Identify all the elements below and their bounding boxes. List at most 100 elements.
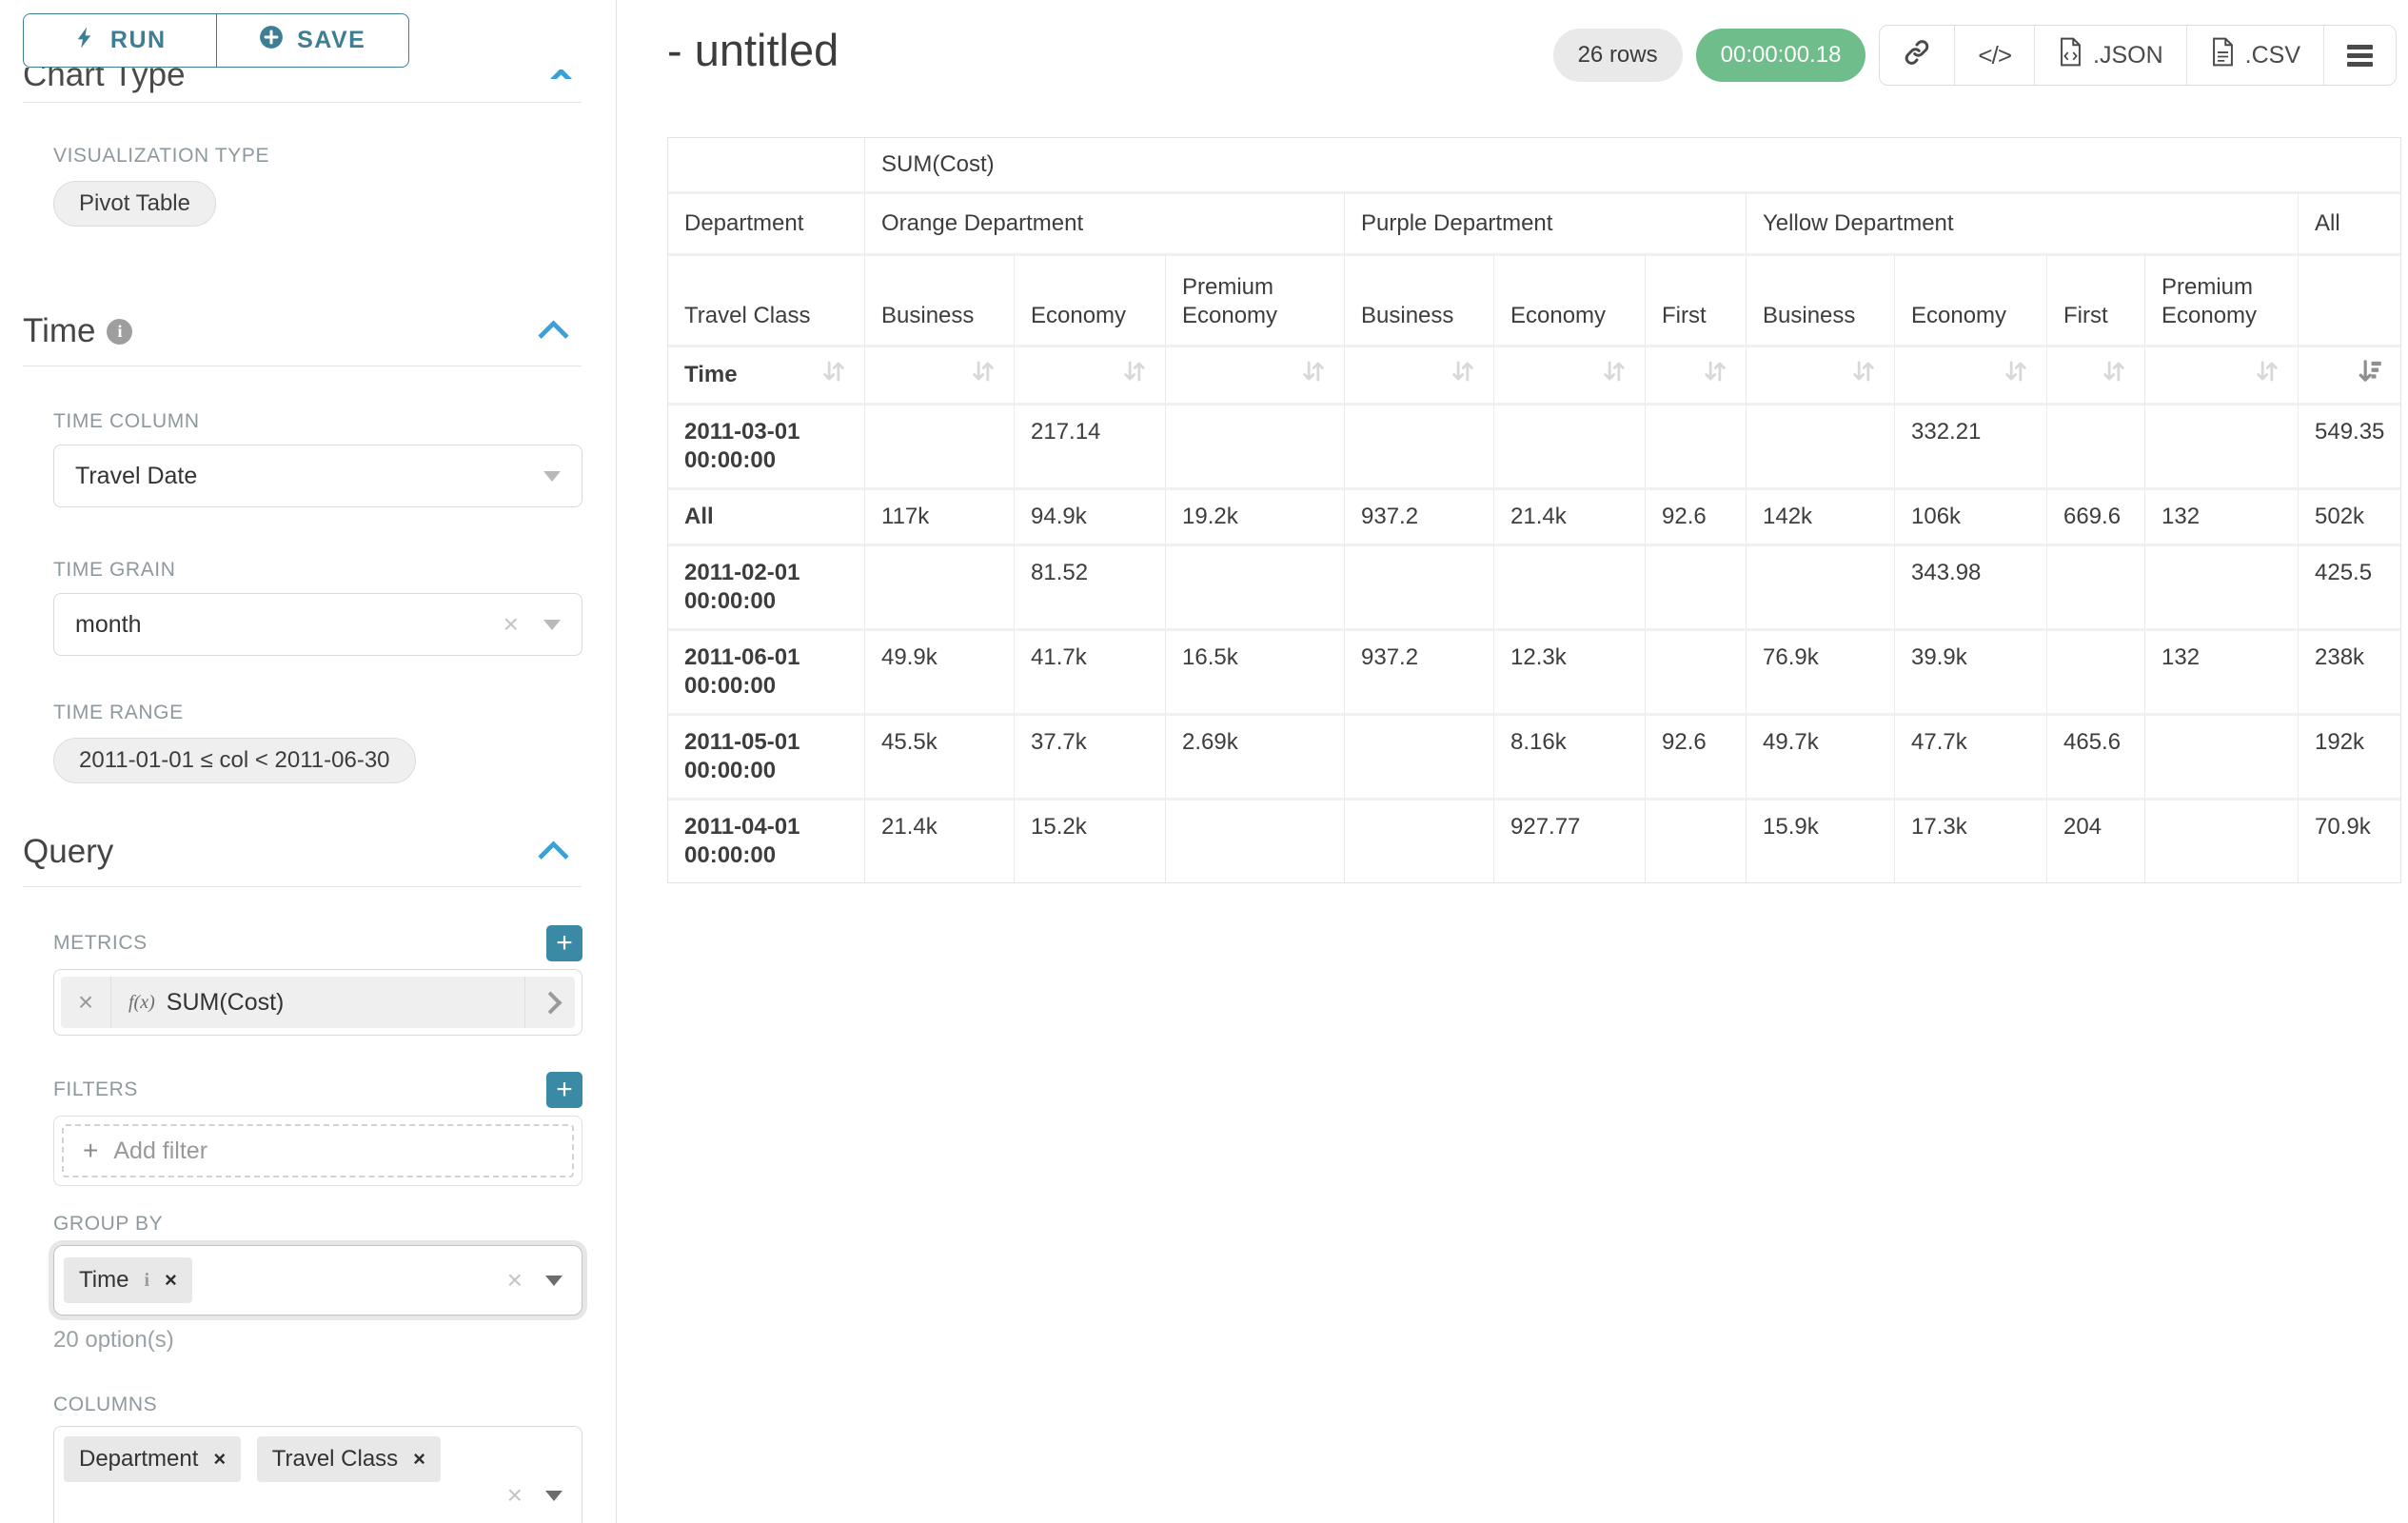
remove-metric-icon[interactable]: × xyxy=(61,977,111,1028)
add-filter-button[interactable]: + xyxy=(546,1072,582,1108)
department-group-header[interactable]: Orange Department xyxy=(865,191,1345,253)
department-group-header[interactable]: Yellow Department xyxy=(1747,191,2299,253)
chart-title[interactable]: - untitled xyxy=(667,25,839,75)
menu-button[interactable] xyxy=(2323,26,2396,85)
sort-header-cell[interactable] xyxy=(1494,345,1646,403)
add-filter-dropzone[interactable]: + Add filter xyxy=(62,1124,574,1177)
travel-class-header[interactable]: Economy xyxy=(1895,253,2047,345)
sort-desc-active-cell[interactable] xyxy=(2299,345,2401,403)
sort-icon[interactable] xyxy=(1120,357,1149,393)
add-metric-button[interactable]: + xyxy=(546,925,582,961)
time-range-field: TIME RANGE 2011-01-01 ≤ col < 2011-06-30 xyxy=(53,702,582,783)
sort-header-cell[interactable] xyxy=(865,345,1015,403)
value-cell: 2.69k xyxy=(1166,713,1345,798)
filters-field: FILTERS + + Add filter xyxy=(53,1072,582,1186)
sort-header-cell[interactable] xyxy=(1747,345,1895,403)
value-cell: 41.7k xyxy=(1015,628,1166,713)
visualization-type-value[interactable]: Pivot Table xyxy=(53,181,216,227)
remove-tag-icon[interactable]: × xyxy=(213,1447,227,1471)
sort-header-cell[interactable] xyxy=(2145,345,2299,403)
time-column-field: TIME COLUMN Travel Date xyxy=(53,410,582,507)
time-axis-header[interactable]: Time xyxy=(668,345,865,403)
time-range-label: TIME RANGE xyxy=(53,702,184,723)
travel-class-header[interactable]: First xyxy=(2047,253,2145,345)
sort-icon[interactable] xyxy=(2100,357,2128,393)
travel-class-header[interactable]: Economy xyxy=(1015,253,1166,345)
travel-class-header[interactable]: Business xyxy=(865,253,1015,345)
value-cell: 15.9k xyxy=(1747,798,1895,882)
sort-header-cell[interactable] xyxy=(2047,345,2145,403)
sort-header-cell[interactable] xyxy=(1895,345,2047,403)
time-grain-label: TIME GRAIN xyxy=(53,559,176,581)
expand-metric-button[interactable] xyxy=(524,977,575,1028)
export-csv-button[interactable]: .CSV xyxy=(2185,26,2323,85)
travel-class-header[interactable]: Business xyxy=(1345,253,1494,345)
sort-icon[interactable] xyxy=(1701,357,1729,393)
value-cell: 39.9k xyxy=(1895,628,2047,713)
save-button[interactable]: SAVE xyxy=(215,13,409,68)
row-label: 2011-02-01 00:00:00 xyxy=(668,544,865,628)
remove-tag-icon[interactable]: × xyxy=(413,1447,426,1471)
travel-class-header[interactable]: Business xyxy=(1747,253,1895,345)
value-cell: 49.7k xyxy=(1747,713,1895,798)
query-section-header[interactable]: Query xyxy=(23,833,582,872)
share-link-button[interactable] xyxy=(1880,26,1955,85)
sort-icon[interactable] xyxy=(1600,357,1628,393)
value-cell: 117k xyxy=(865,487,1015,544)
columns-select[interactable]: Department × Travel Class × × xyxy=(53,1426,582,1523)
sort-icon[interactable] xyxy=(2253,357,2281,393)
columns-tag[interactable]: Department × xyxy=(64,1436,242,1482)
chevron-up-icon[interactable] xyxy=(542,69,580,79)
value-cell: 49.9k xyxy=(865,628,1015,713)
sort-header-cell[interactable] xyxy=(1166,345,1345,403)
chevron-up-icon[interactable] xyxy=(538,319,569,351)
time-grain-select[interactable]: month × xyxy=(53,593,582,656)
columns-field: COLUMNS Department × Travel Class × × 19… xyxy=(53,1394,582,1523)
chart-area: - untitled 26 rows 00:00:00.18 </> xyxy=(618,0,2408,1523)
travel-class-header[interactable]: Premium Economy xyxy=(2145,253,2299,345)
filters-container: + Add filter xyxy=(53,1116,582,1186)
time-column-select[interactable]: Travel Date xyxy=(53,445,582,507)
clear-icon[interactable]: × xyxy=(506,1265,523,1295)
time-section-header[interactable]: Time i xyxy=(23,312,582,351)
sort-header-cell[interactable] xyxy=(1646,345,1747,403)
sort-icon[interactable] xyxy=(1449,357,1477,393)
sort-icon[interactable] xyxy=(819,357,848,393)
group-by-select[interactable]: Time i × × xyxy=(53,1245,582,1315)
sort-header-cell[interactable] xyxy=(1345,345,1494,403)
code-icon: </> xyxy=(1978,40,2012,69)
query-section-title: Query xyxy=(23,833,114,870)
value-cell: 927.77 xyxy=(1494,798,1646,882)
travel-class-header xyxy=(2299,253,2401,345)
run-button[interactable]: RUN xyxy=(23,13,216,68)
value-cell: 81.52 xyxy=(1015,544,1166,628)
sort-icon[interactable] xyxy=(1849,357,1878,393)
value-cell xyxy=(2145,403,2299,487)
export-json-button[interactable]: .JSON xyxy=(2034,26,2186,85)
travel-class-header[interactable]: Premium Economy xyxy=(1166,253,1345,345)
remove-tag-icon[interactable]: × xyxy=(165,1268,177,1292)
time-range-value[interactable]: 2011-01-01 ≤ col < 2011-06-30 xyxy=(53,738,416,783)
travel-class-header[interactable]: Economy xyxy=(1494,253,1646,345)
value-cell xyxy=(1166,403,1345,487)
view-query-button[interactable]: </> xyxy=(1954,26,2035,85)
value-cell xyxy=(1166,798,1345,882)
sort-desc-icon[interactable] xyxy=(2356,357,2384,393)
group-by-tag[interactable]: Time i × xyxy=(64,1257,192,1303)
sort-header-cell[interactable] xyxy=(1015,345,1166,403)
columns-tag[interactable]: Travel Class × xyxy=(256,1436,442,1482)
department-group-header[interactable]: All xyxy=(2299,191,2401,253)
sort-icon[interactable] xyxy=(1299,357,1328,393)
clear-icon[interactable]: × xyxy=(506,1480,523,1510)
travel-class-header[interactable]: First xyxy=(1646,253,1747,345)
table-row: All 117k 94.9k 19.2k 937.2 21.4k 92.6 142k 106k 6… xyxy=(668,487,2401,544)
function-icon: f(x) xyxy=(128,991,155,1013)
clear-icon[interactable]: × xyxy=(503,609,519,639)
metric-item[interactable]: × f(x) SUM(Cost) xyxy=(61,977,575,1028)
pivot-table: SUM(Cost) Department Orange Department Purp… xyxy=(667,137,2402,883)
department-group-header[interactable]: Purple Department xyxy=(1345,191,1747,253)
value-cell: 937.2 xyxy=(1345,628,1494,713)
chevron-up-icon[interactable] xyxy=(538,840,569,872)
sort-icon[interactable] xyxy=(969,357,997,393)
sort-icon[interactable] xyxy=(2002,357,2030,393)
